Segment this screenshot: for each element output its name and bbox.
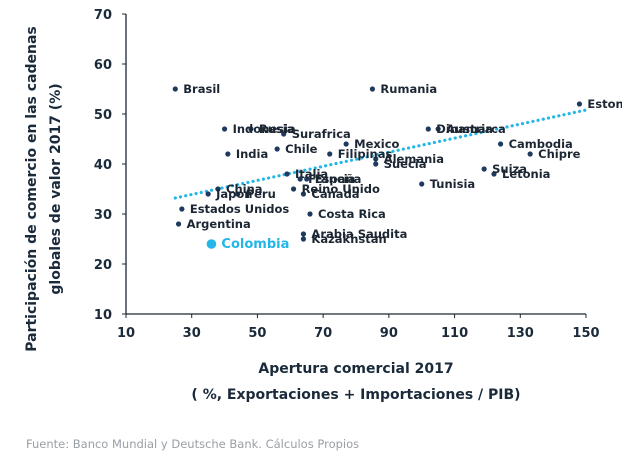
axes xyxy=(122,13,587,318)
point-china xyxy=(215,186,221,192)
label-estonia: Estonia xyxy=(587,97,622,111)
x-tick-label: 130 xyxy=(507,326,534,341)
x-tick-label: 50 xyxy=(248,326,266,341)
point-canada xyxy=(300,191,307,197)
label-chile: Chile xyxy=(285,142,318,156)
point-india xyxy=(225,151,231,157)
point-kazakhstan xyxy=(300,236,307,242)
label-kazakhstan: Kazakhstan xyxy=(311,232,386,246)
label-china: China xyxy=(226,182,263,196)
point-suiza xyxy=(481,166,487,172)
point-dinamarca xyxy=(425,126,431,132)
point-surafrica xyxy=(281,131,287,137)
label-cambodia: Cambodia xyxy=(509,137,573,151)
x-tick-label: 10 xyxy=(117,326,135,341)
point-chile xyxy=(274,146,280,152)
y-tick-label: 20 xyxy=(94,258,112,273)
data-points xyxy=(172,86,583,249)
y-tick-label: 40 xyxy=(94,158,112,173)
label-filipinas: Filipinas xyxy=(338,147,393,161)
y-tick-label: 50 xyxy=(94,108,112,123)
label-estados-unidos: Estados Unidos xyxy=(190,202,290,216)
point-reino-unido xyxy=(290,186,297,192)
label-letonia: Letonia xyxy=(502,167,550,181)
point-austria xyxy=(435,126,441,132)
point-indonesia xyxy=(221,126,228,132)
label-india: India xyxy=(236,147,268,161)
y-tick-label: 30 xyxy=(94,208,112,223)
point-italia xyxy=(284,171,290,177)
point-alemania xyxy=(373,156,379,162)
point-rumania xyxy=(369,86,376,92)
x-axis-title: Apertura comercial 2017 xyxy=(258,361,453,377)
point-chipre xyxy=(527,151,533,157)
label-suecia: Suecia xyxy=(384,157,427,171)
label-dinamarca: Dinamarca xyxy=(436,122,505,136)
label-canada: Canada xyxy=(311,187,359,201)
label-suiza: Suiza xyxy=(492,162,527,176)
x-tick-label: 30 xyxy=(183,326,201,341)
y-axis-subtitle: globales de valor 2017 (%) xyxy=(48,83,64,294)
label-italia: Italia xyxy=(295,167,328,181)
point-espana xyxy=(304,176,310,182)
point-rusia xyxy=(248,126,254,132)
label-mexico: Mexico xyxy=(354,137,399,151)
label-surafrica: Surafrica xyxy=(292,127,351,141)
label-austria: Austria xyxy=(446,122,493,136)
point-francia xyxy=(297,176,303,182)
label-alemania: Alemania xyxy=(384,152,444,166)
source-note: Fuente: Banco Mundial y Deutsche Bank. C… xyxy=(26,437,360,451)
label-brasil: Brasil xyxy=(183,82,220,96)
point-labels: Brasil Rumania Estonia IndonesiaRusiaSurafr… xyxy=(183,82,622,252)
label-reino-unido: Reino Unido xyxy=(302,182,380,196)
label-rusia: Rusia xyxy=(259,122,295,136)
label-japon: Japon xyxy=(215,187,252,201)
point-colombia xyxy=(206,239,217,249)
point-cambodia xyxy=(497,141,504,147)
label-peru: Peru xyxy=(246,187,276,201)
label-colombia: Colombia xyxy=(221,237,289,252)
label-argentina: Argentina xyxy=(187,217,251,231)
trendline-group xyxy=(173,108,588,200)
label-rumania: Rumania xyxy=(380,82,437,96)
y-tick-label: 60 xyxy=(94,58,112,73)
point-mexico xyxy=(343,141,349,147)
label-indonesia: Indonesia xyxy=(233,122,296,136)
x-tick-label: 90 xyxy=(380,326,398,341)
label-costa-rica: Costa Rica xyxy=(318,207,386,221)
point-suecia xyxy=(373,161,379,167)
point-estados-unidos xyxy=(179,206,185,212)
point-costa-rica xyxy=(307,211,313,217)
point-brasil xyxy=(172,86,178,92)
x-tick-label: 110 xyxy=(441,326,468,341)
label-espana: España xyxy=(315,172,362,186)
label-chipre: Chipre xyxy=(538,147,580,161)
label-arabia-saudita: Arabia Saudita xyxy=(311,227,407,241)
tick-labels: 10 30 50 70 90 110 130 150 10 20 30 40 50 60 70 xyxy=(94,8,600,341)
x-tick-label: 150 xyxy=(572,326,599,341)
label-tunisia: Tunisia xyxy=(430,177,475,191)
y-tick-label: 10 xyxy=(94,308,112,323)
x-tick-label: 70 xyxy=(314,326,332,341)
y-tick-label: 70 xyxy=(94,8,112,23)
point-arabia-saudita xyxy=(300,231,307,237)
trendline xyxy=(173,108,588,200)
label-francia: Francia xyxy=(308,172,355,186)
point-japon xyxy=(205,191,211,197)
point-filipinas xyxy=(327,151,333,157)
x-axis-subtitle: ( %, Exportaciones + Importaciones / PIB… xyxy=(191,387,520,403)
y-axis-title: Participación de comercio en las cadenas xyxy=(24,26,40,352)
point-tunisia xyxy=(419,181,425,187)
point-letonia xyxy=(491,171,497,177)
point-argentina xyxy=(175,221,182,227)
point-peru xyxy=(235,191,241,197)
point-estonia xyxy=(576,101,583,107)
